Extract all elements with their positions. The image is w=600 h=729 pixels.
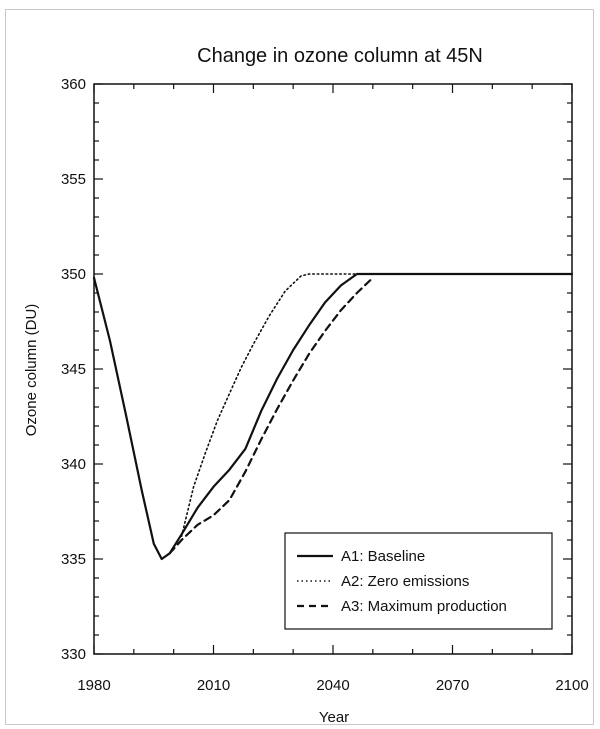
y-tick-label: 345 bbox=[61, 361, 86, 378]
series-line-1 bbox=[92, 272, 574, 561]
y-tick-labels: 330 335 340 345 350 355 360 bbox=[61, 76, 86, 663]
legend-label-3: A3: Maximum production bbox=[341, 598, 507, 615]
x-tick-label: 2040 bbox=[316, 677, 349, 694]
series-lines bbox=[92, 272, 574, 561]
x-tick-label: 2070 bbox=[436, 677, 469, 694]
legend-label-2: A2: Zero emissions bbox=[341, 573, 469, 590]
y-axis-label: Ozone column (DU) bbox=[23, 304, 40, 437]
x-tick-label: 1980 bbox=[77, 677, 110, 694]
axis-ticks bbox=[93, 83, 573, 655]
y-tick-label: 335 bbox=[61, 551, 86, 568]
series-line-3 bbox=[168, 276, 374, 555]
x-tick-labels: 1980 2010 2040 2070 2100 bbox=[77, 677, 588, 694]
y-tick-label: 350 bbox=[61, 266, 86, 283]
legend-label-1: A1: Baseline bbox=[341, 548, 425, 565]
chart-title: Change in ozone column at 45N bbox=[197, 45, 483, 67]
y-tick-label: 330 bbox=[61, 646, 86, 663]
legend: A1: Baseline A2: Zero emissions A3: Maximu… bbox=[284, 532, 553, 630]
series-line-2 bbox=[180, 273, 370, 537]
x-tick-label: 2010 bbox=[197, 677, 230, 694]
y-tick-label: 355 bbox=[61, 171, 86, 188]
y-tick-label: 340 bbox=[61, 456, 86, 473]
x-tick-label: 2100 bbox=[555, 677, 588, 694]
x-axis-label: Year bbox=[319, 709, 349, 726]
y-tick-label: 360 bbox=[61, 76, 86, 93]
